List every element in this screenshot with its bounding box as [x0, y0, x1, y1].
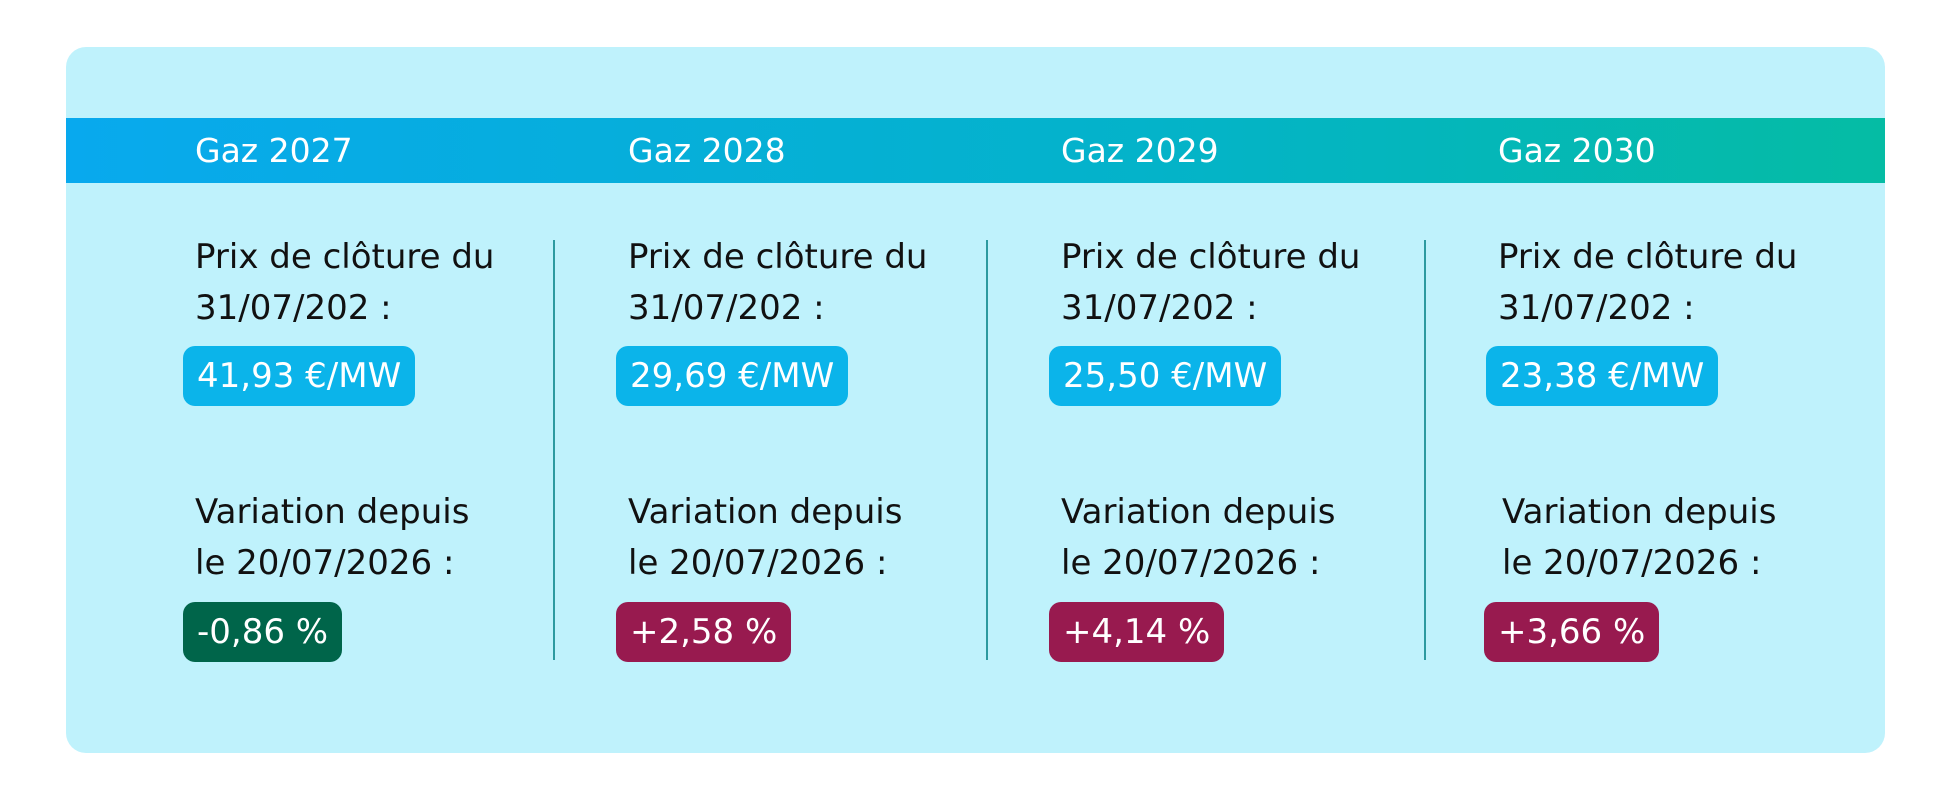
price-label: Prix de clôture du 31/07/202 : [628, 232, 927, 334]
variation-label-line2: le 20/07/2026 : [628, 543, 888, 583]
variation-label: Variation depuis le 20/07/2026 : [628, 487, 902, 589]
column-title-gaz-2029: Gaz 2029 [1061, 131, 1219, 170]
variation-label-line1: Variation depuis [195, 492, 470, 532]
column-gaz-2027: Prix de clôture du 31/07/202 : 41,93 €/M… [183, 47, 575, 753]
gas-prices-card: Gaz 2027 Gaz 2028 Gaz 2029 Gaz 2030 Prix… [66, 47, 1885, 753]
variation-label: Variation depuis le 20/07/2026 : [195, 487, 469, 589]
variation-label-line1: Variation depuis [1061, 492, 1336, 532]
price-label-line2: 31/07/202 : [1061, 288, 1258, 328]
variation-label: Variation depuis le 20/07/2026 : [1502, 487, 1776, 589]
column-title-gaz-2027: Gaz 2027 [195, 131, 353, 170]
price-label-line1: Prix de clôture du [195, 237, 495, 277]
column-gaz-2028: Prix de clôture du 31/07/202 : 29,69 €/M… [616, 47, 1008, 753]
variation-label-line2: le 20/07/2026 : [1502, 543, 1762, 583]
column-title-gaz-2028: Gaz 2028 [628, 131, 786, 170]
price-label-line1: Prix de clôture du [628, 237, 928, 277]
price-badge: 29,69 €/MW [616, 346, 849, 406]
variation-badge: -0,86 % [183, 602, 343, 662]
column-divider [1424, 240, 1426, 660]
header-band: Gaz 2027 Gaz 2028 Gaz 2029 Gaz 2030 [66, 118, 1885, 183]
price-label-line2: 31/07/202 : [1498, 288, 1695, 328]
variation-label-line2: le 20/07/2026 : [1061, 543, 1321, 583]
variation-label-line1: Variation depuis [628, 492, 903, 532]
price-label-line1: Prix de clôture du [1061, 237, 1361, 277]
variation-badge: +4,14 % [1049, 602, 1225, 662]
variation-label-line2: le 20/07/2026 : [195, 543, 455, 583]
price-label: Prix de clôture du 31/07/202 : [195, 232, 494, 334]
price-badge: 25,50 €/MW [1049, 346, 1282, 406]
variation-badge: +3,66 % [1484, 602, 1660, 662]
variation-label-line1: Variation depuis [1502, 492, 1777, 532]
price-label: Prix de clôture du 31/07/202 : [1498, 232, 1797, 334]
price-label-line2: 31/07/202 : [195, 288, 392, 328]
variation-badge: +2,58 % [616, 602, 792, 662]
column-gaz-2029: Prix de clôture du 31/07/202 : 25,50 €/M… [1049, 47, 1441, 753]
price-badge: 23,38 €/MW [1486, 346, 1719, 406]
column-gaz-2030: Prix de clôture du 31/07/202 : 23,38 €/M… [1484, 47, 1878, 753]
price-label-line2: 31/07/202 : [628, 288, 825, 328]
column-divider [986, 240, 988, 660]
column-title-gaz-2030: Gaz 2030 [1498, 131, 1656, 170]
price-label: Prix de clôture du 31/07/202 : [1061, 232, 1360, 334]
variation-label: Variation depuis le 20/07/2026 : [1061, 487, 1335, 589]
column-divider [553, 240, 555, 660]
price-label-line1: Prix de clôture du [1498, 237, 1798, 277]
price-badge: 41,93 €/MW [183, 346, 416, 406]
